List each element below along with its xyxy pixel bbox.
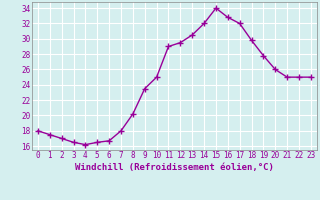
X-axis label: Windchill (Refroidissement éolien,°C): Windchill (Refroidissement éolien,°C) xyxy=(75,163,274,172)
